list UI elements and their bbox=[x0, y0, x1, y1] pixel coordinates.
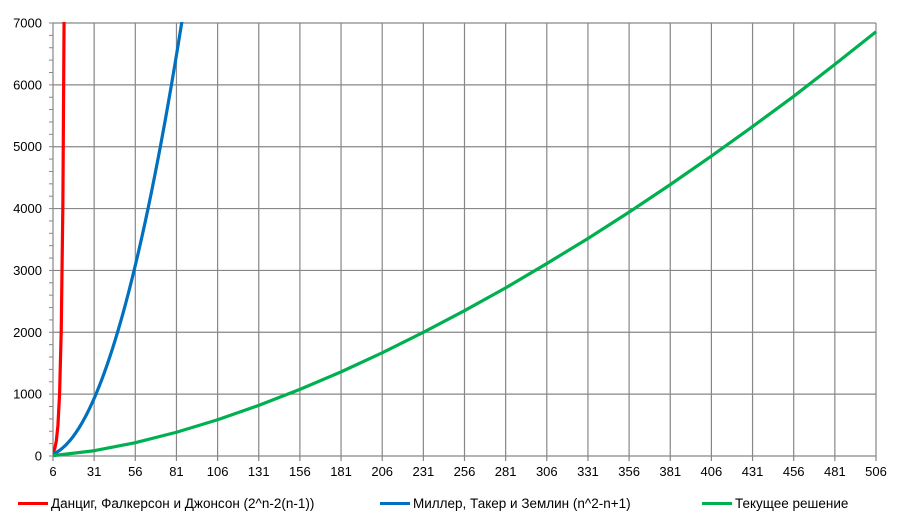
x-tick-label: 306 bbox=[536, 464, 558, 479]
x-tick-label: 356 bbox=[618, 464, 640, 479]
y-tick-label: 6000 bbox=[13, 77, 42, 92]
y-tick-label: 4000 bbox=[13, 201, 42, 216]
x-tick-label: 31 bbox=[87, 464, 101, 479]
x-tick-label: 231 bbox=[412, 464, 434, 479]
legend-item-current: Текущее решение bbox=[702, 496, 848, 511]
x-tick-label: 456 bbox=[783, 464, 805, 479]
legend-label: Данциг, Фалкерсон и Джонсон (2^n-2(n-1)) bbox=[51, 496, 315, 511]
x-tick-label: 506 bbox=[865, 464, 887, 479]
series-line-2 bbox=[53, 30, 877, 457]
y-tick-label: 7000 bbox=[13, 16, 42, 31]
x-tick-label: 256 bbox=[454, 464, 476, 479]
series-line-1 bbox=[53, 22, 184, 456]
x-tick-label: 206 bbox=[371, 464, 393, 479]
y-axis: 0 1000 2000 3000 4000 5000 6000 7000 bbox=[13, 16, 53, 464]
y-tick-label: 2000 bbox=[13, 325, 42, 340]
legend-swatch bbox=[702, 502, 732, 505]
legend-swatch bbox=[18, 502, 48, 505]
legend: Данциг, Фалкерсон и Джонсон (2^n-2(n-1))… bbox=[0, 496, 920, 516]
legend-label: Текущее решение bbox=[735, 496, 849, 511]
x-tick-label: 131 bbox=[248, 464, 270, 479]
legend-item-miller: Миллер, Такер и Землин (n^2-n+1) bbox=[380, 496, 631, 511]
x-tick-label: 56 bbox=[128, 464, 142, 479]
x-tick-label: 481 bbox=[824, 464, 846, 479]
grid bbox=[52, 22, 877, 461]
x-tick-label: 406 bbox=[701, 464, 723, 479]
x-tick-label: 331 bbox=[577, 464, 599, 479]
x-tick-label: 156 bbox=[289, 464, 311, 479]
x-tick-label: 106 bbox=[207, 464, 229, 479]
series-line-0 bbox=[53, 22, 66, 454]
x-tick-label: 81 bbox=[169, 464, 183, 479]
x-tick-label: 281 bbox=[495, 464, 517, 479]
y-tick-label: 0 bbox=[35, 449, 42, 464]
chart: 0 1000 2000 3000 4000 5000 6000 7000 6 31 56 81 106… bbox=[13, 16, 887, 480]
x-tick-label: 381 bbox=[659, 464, 681, 479]
x-axis: 6 31 56 81 106 131 156 181 206 231 256 281 306 331 356… bbox=[49, 464, 886, 479]
legend-label: Миллер, Такер и Землин (n^2-n+1) bbox=[413, 496, 631, 511]
x-tick-label: 181 bbox=[330, 464, 352, 479]
x-tick-label: 431 bbox=[742, 464, 764, 479]
y-tick-label: 3000 bbox=[13, 263, 42, 278]
y-tick-label: 5000 bbox=[13, 139, 42, 154]
legend-swatch bbox=[380, 502, 410, 505]
x-tick-label: 6 bbox=[49, 464, 56, 479]
y-tick-label: 1000 bbox=[13, 387, 42, 402]
series-lines bbox=[53, 22, 877, 457]
legend-item-dantzig: Данциг, Фалкерсон и Джонсон (2^n-2(n-1)) bbox=[18, 496, 314, 511]
